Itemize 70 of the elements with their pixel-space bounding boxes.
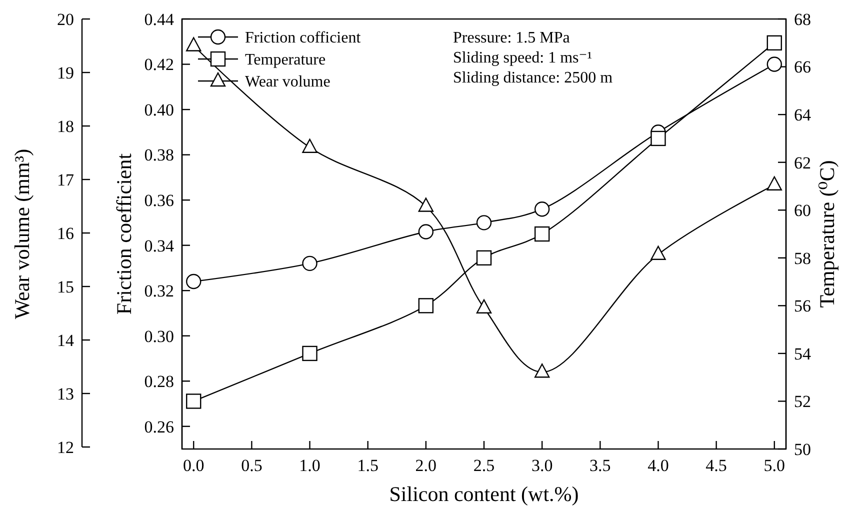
point [186,394,202,409]
y3-tick-label: 16 [57,224,74,243]
point [418,198,434,212]
y2-tick-label: 64 [794,106,812,125]
point [766,56,782,72]
x-tick-label: 4.5 [706,456,727,475]
point [418,298,434,314]
y2-tick-label: 58 [794,248,811,268]
y3-tick-label: 12 [57,438,74,457]
annotation: Sliding distance: 2500 m [453,70,614,87]
y3-tick-label: 19 [57,63,74,82]
y3-tick-label: 14 [57,330,74,350]
point [766,176,782,190]
x-tick-label: 5.0 [764,456,786,475]
y2-tick-label: 50 [794,440,811,459]
y3-tick-label: 13 [57,384,74,404]
point [476,250,492,266]
x-tick-label: 3.0 [531,456,553,475]
y3-tick-label: 17 [57,170,74,190]
y3-tick-label: 15 [57,277,74,296]
y2-tick-label: 60 [794,201,811,220]
y2-tick-label: 66 [794,58,811,77]
y2-tick-label: 68 [794,10,811,29]
annotation: Pressure: 1.5 MPa [453,30,570,47]
y2-axis-title: Temperature (⁰C) [815,160,839,308]
point [186,37,202,52]
y-tick-label: 0.36 [144,191,174,210]
y3-tick-label: 18 [57,116,74,136]
x-tick-label: 1.5 [357,456,378,475]
point [302,256,318,272]
y-tick-label: 0.38 [144,146,174,165]
x-tick-label: 3.5 [590,456,611,475]
y-axis-title: Friction coefficient [112,153,136,315]
point [534,226,550,242]
y-tick-label: 0.32 [144,282,174,301]
y-tick-label: 0.34 [144,236,174,256]
y-tick-label: 0.26 [144,417,174,436]
point [186,274,202,290]
point [418,224,434,240]
x-tick-label: 0.5 [241,456,262,475]
point [650,130,666,146]
x-tick-label: 2.0 [415,456,437,475]
y2-tick-label: 54 [794,344,812,364]
point [302,346,318,362]
x-axis-title: Silicon content (wt.%) [389,482,579,506]
point [766,35,782,50]
y-tick-label: 0.42 [144,55,174,74]
x-tick-label: 2.5 [473,456,495,475]
point [302,138,318,153]
legend-label: Wear volume [245,74,330,91]
point [650,246,666,260]
x-tick-label: 1.0 [299,456,320,475]
y-tick-label: 0.40 [144,100,174,120]
y-tick-label: 0.30 [144,326,174,346]
y2-tick-label: 62 [794,153,811,172]
annotation: Sliding speed: 1 ms⁻¹ [453,50,592,67]
x-tick-label: 4.0 [648,456,669,475]
x-tick-label: 0.0 [182,456,204,475]
y2-tick-label: 52 [794,392,811,412]
legend-label: Friction cofficient [245,30,362,47]
y-tick-label: 0.44 [144,10,174,29]
y-tick-label: 0.28 [144,372,174,392]
y3-axis-title: Wear volume (mm³) [10,148,34,320]
point [534,202,550,217]
y3-tick-label: 20 [57,10,74,29]
point [476,215,492,230]
legend-label: Temperature [245,52,326,69]
y2-tick-label: 56 [794,296,811,316]
point [476,299,492,314]
point [534,364,550,378]
